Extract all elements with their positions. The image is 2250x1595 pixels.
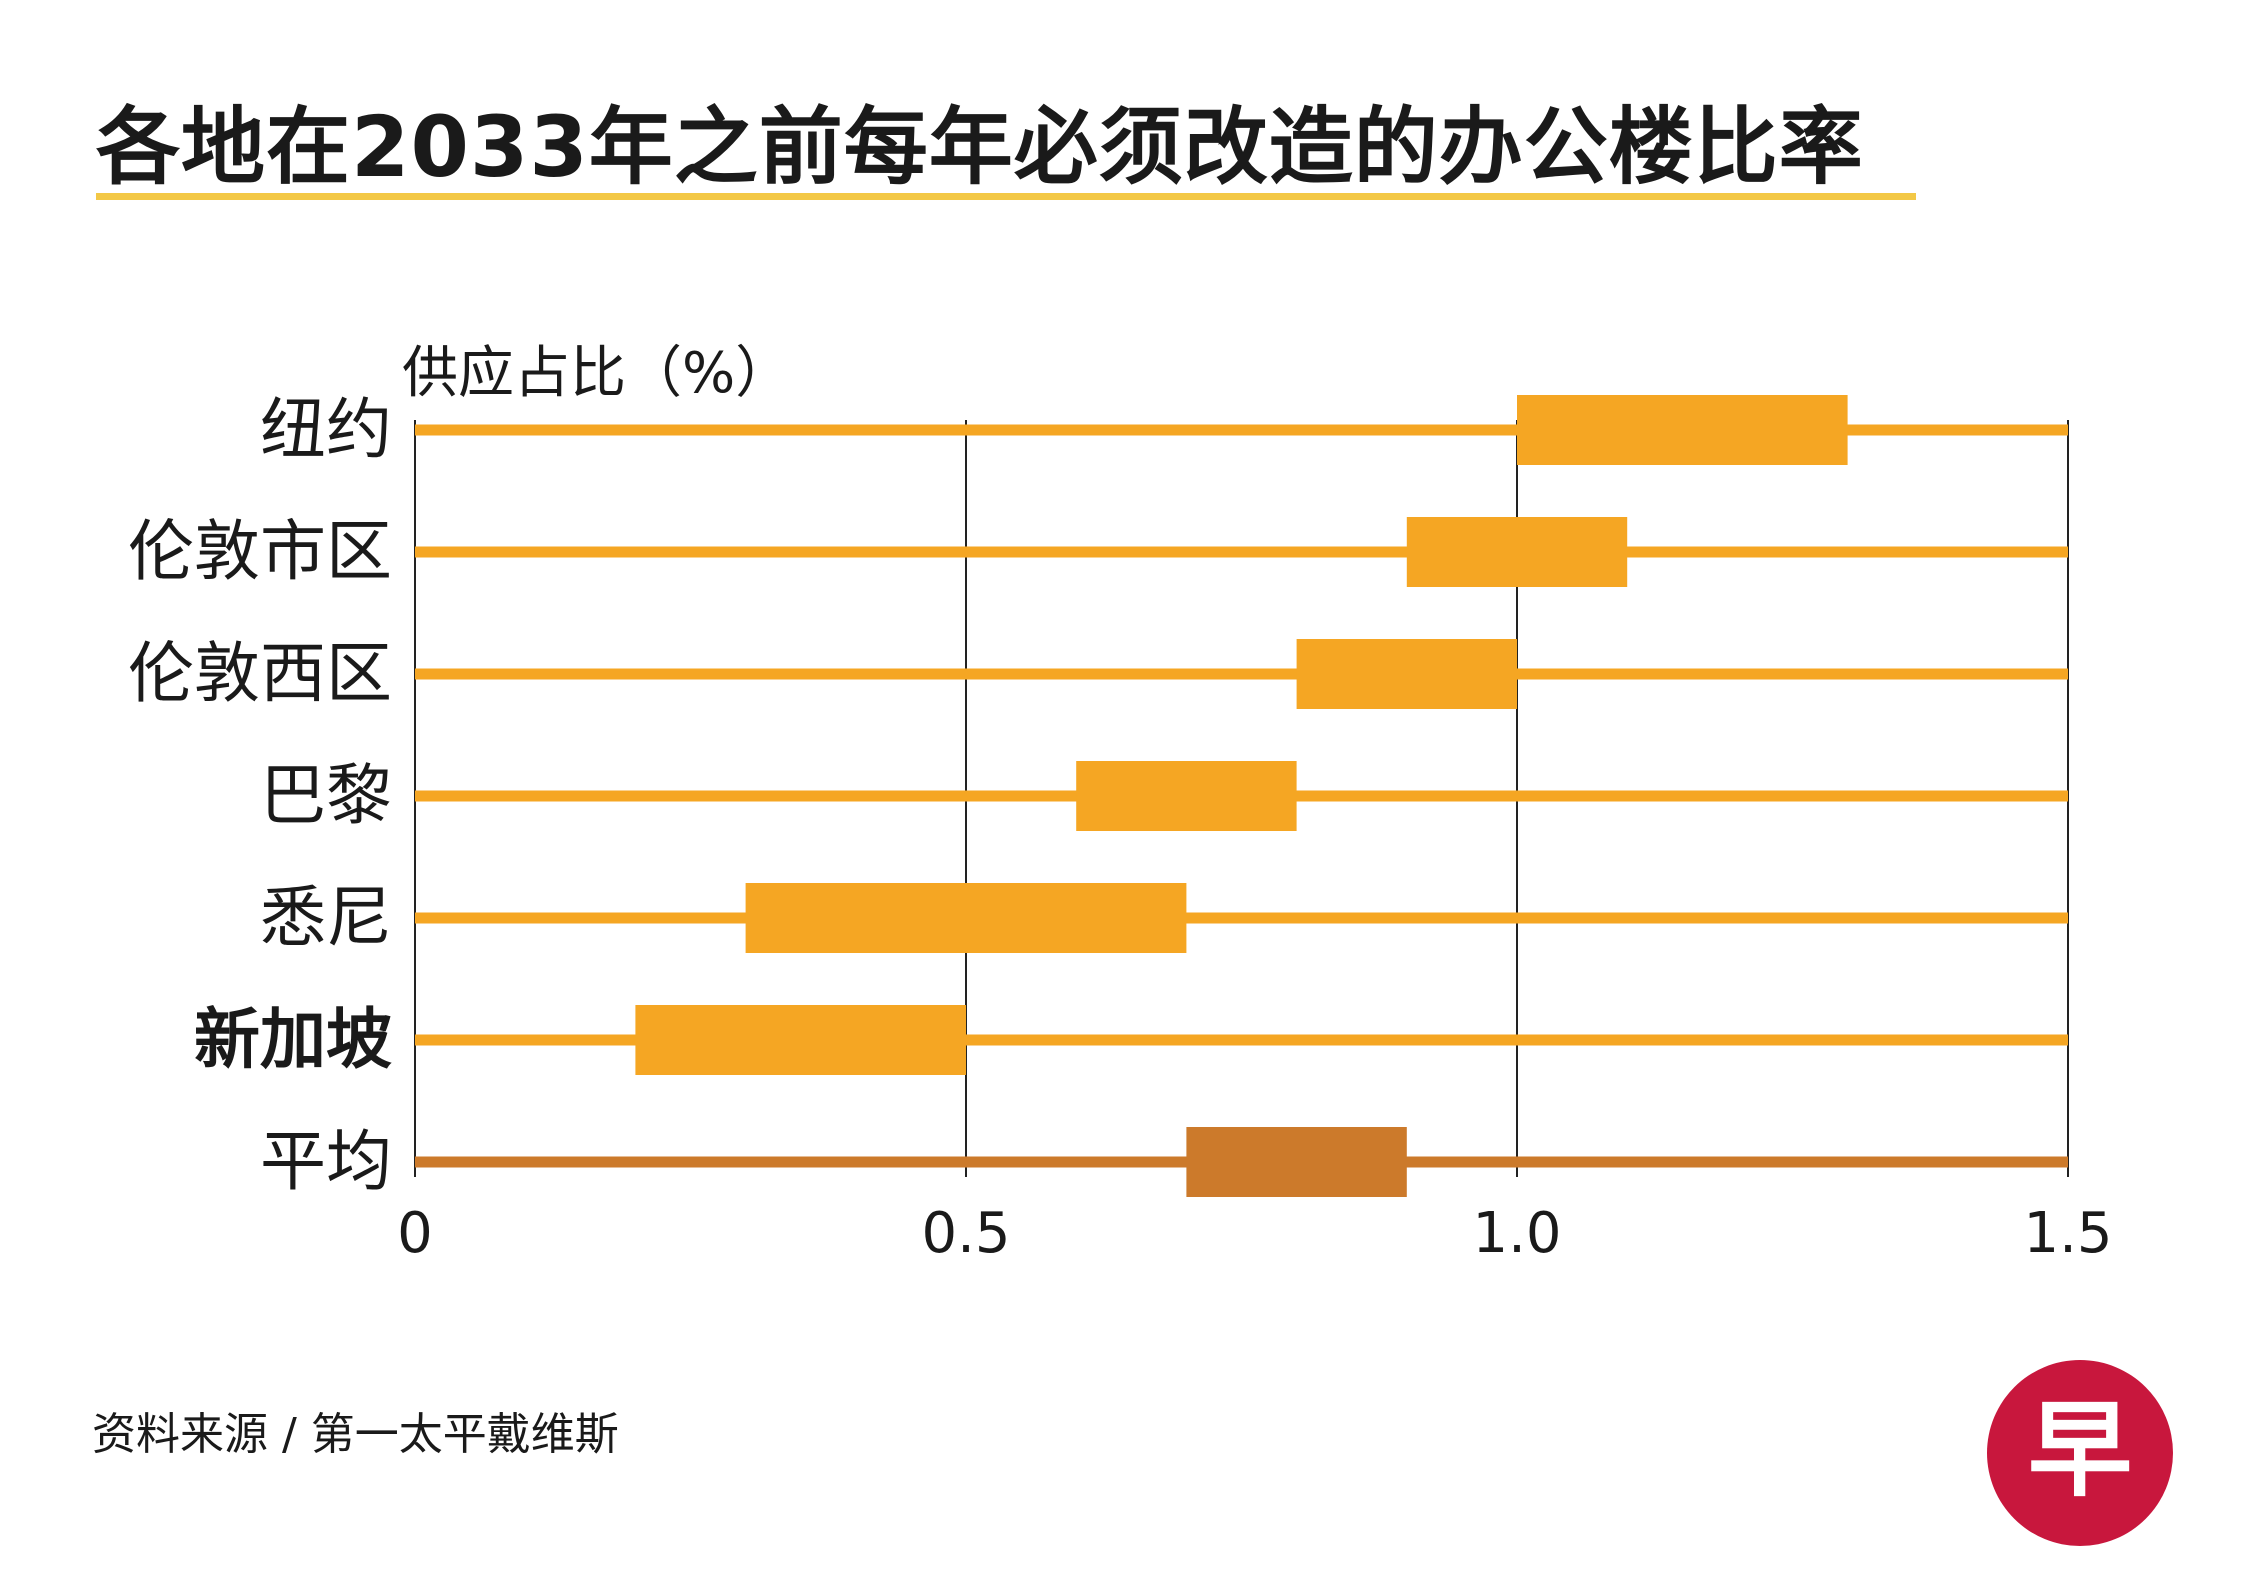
category-label: 伦敦市区 (128, 513, 392, 590)
category-label: 伦敦西区 (128, 635, 392, 712)
category-label: 纽约 (260, 391, 392, 468)
x-tick-label: 1.5 (2023, 1201, 2112, 1266)
x-tick-label: 0.5 (921, 1201, 1010, 1266)
category-label: 巴黎 (260, 757, 392, 834)
chart-title: 各地在2033年之前每年必须改造的办公楼比率 (96, 98, 1864, 196)
x-tick-label: 1.0 (1472, 1201, 1561, 1266)
range-bar (1517, 395, 1848, 465)
range-bar (635, 1005, 966, 1075)
source-note: 资料来源 / 第一太平戴维斯 (92, 1409, 619, 1460)
y-axis-label: 供应占比（%） (402, 341, 791, 406)
range-bar (1406, 517, 1628, 587)
range-bar (745, 883, 1187, 953)
category-label: 新加坡 (194, 1001, 392, 1078)
range-bar-average (1186, 1127, 1407, 1197)
x-tick-label: 0 (397, 1201, 433, 1266)
category-label: 平均 (260, 1123, 392, 1200)
range-bar (1296, 639, 1517, 709)
category-label: 悉尼 (260, 879, 392, 956)
title-underline (96, 193, 1916, 200)
svg-text:早: 早 (2028, 1389, 2132, 1511)
range-bar (1076, 761, 1297, 831)
zaobao-logo: 早 (1987, 1360, 2173, 1546)
